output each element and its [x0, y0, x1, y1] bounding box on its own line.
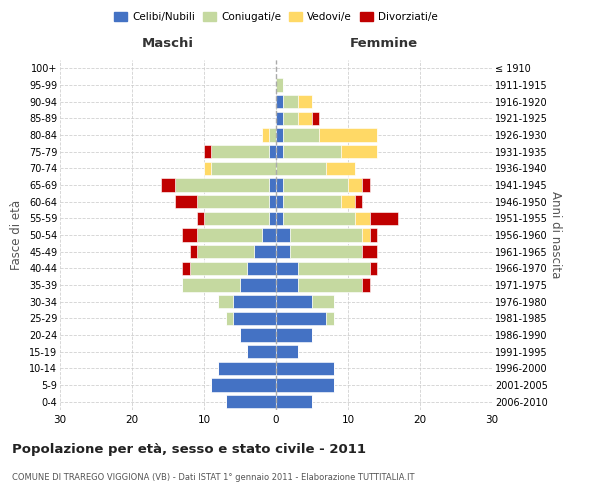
Bar [197, 228, 262, 241]
Bar [182, 262, 190, 275]
Bar [355, 212, 370, 225]
Bar [262, 228, 276, 241]
Bar [204, 162, 211, 175]
Bar [283, 145, 341, 158]
Bar [204, 212, 269, 225]
Bar [254, 245, 276, 258]
Bar [276, 228, 290, 241]
Bar [218, 362, 276, 375]
Text: Femmine: Femmine [350, 37, 418, 50]
Bar [204, 145, 211, 158]
Bar [312, 112, 319, 125]
Bar [269, 212, 276, 225]
Bar [269, 195, 276, 208]
Bar [182, 278, 240, 291]
Bar [370, 228, 377, 241]
Text: Maschi: Maschi [142, 37, 194, 50]
Y-axis label: Anni di nascita: Anni di nascita [548, 192, 562, 278]
Bar [276, 378, 334, 392]
Bar [283, 212, 355, 225]
Bar [197, 195, 269, 208]
Bar [276, 362, 334, 375]
Bar [283, 195, 341, 208]
Bar [276, 212, 283, 225]
Y-axis label: Fasce di età: Fasce di età [10, 200, 23, 270]
Bar [276, 312, 326, 325]
Bar [269, 178, 276, 192]
Bar [175, 195, 197, 208]
Bar [283, 95, 298, 108]
Bar [312, 295, 334, 308]
Bar [276, 295, 312, 308]
Bar [276, 262, 298, 275]
Bar [326, 162, 355, 175]
Bar [276, 245, 290, 258]
Bar [276, 95, 283, 108]
Bar [370, 262, 377, 275]
Bar [190, 245, 197, 258]
Bar [197, 245, 254, 258]
Bar [161, 178, 175, 192]
Bar [262, 128, 269, 141]
Bar [276, 178, 283, 192]
Bar [211, 378, 276, 392]
Bar [341, 145, 377, 158]
Bar [326, 312, 334, 325]
Bar [362, 228, 370, 241]
Bar [269, 128, 276, 141]
Bar [298, 278, 362, 291]
Bar [283, 178, 348, 192]
Bar [240, 278, 276, 291]
Bar [247, 262, 276, 275]
Bar [226, 312, 233, 325]
Bar [269, 145, 276, 158]
Bar [276, 345, 298, 358]
Bar [197, 212, 204, 225]
Bar [218, 295, 233, 308]
Bar [370, 212, 398, 225]
Bar [226, 395, 276, 408]
Bar [298, 95, 312, 108]
Bar [182, 228, 197, 241]
Bar [362, 278, 370, 291]
Bar [276, 328, 312, 342]
Bar [276, 145, 283, 158]
Bar [362, 245, 377, 258]
Bar [190, 262, 247, 275]
Bar [283, 112, 298, 125]
Bar [276, 128, 283, 141]
Bar [276, 78, 283, 92]
Bar [348, 178, 362, 192]
Bar [233, 312, 276, 325]
Bar [319, 128, 377, 141]
Bar [276, 278, 298, 291]
Bar [298, 262, 370, 275]
Bar [298, 112, 312, 125]
Bar [247, 345, 276, 358]
Bar [240, 328, 276, 342]
Legend: Celibi/Nubili, Coniugati/e, Vedovi/e, Divorziati/e: Celibi/Nubili, Coniugati/e, Vedovi/e, Di… [110, 8, 442, 26]
Text: COMUNE DI TRAREGO VIGGIONA (VB) - Dati ISTAT 1° gennaio 2011 - Elaborazione TUTT: COMUNE DI TRAREGO VIGGIONA (VB) - Dati I… [12, 472, 415, 482]
Bar [276, 162, 326, 175]
Bar [290, 245, 362, 258]
Bar [175, 178, 269, 192]
Bar [211, 162, 276, 175]
Bar [362, 178, 370, 192]
Bar [233, 295, 276, 308]
Bar [283, 128, 319, 141]
Bar [211, 145, 269, 158]
Bar [341, 195, 355, 208]
Bar [276, 112, 283, 125]
Bar [290, 228, 362, 241]
Text: Popolazione per età, sesso e stato civile - 2011: Popolazione per età, sesso e stato civil… [12, 442, 366, 456]
Bar [355, 195, 362, 208]
Bar [276, 395, 312, 408]
Bar [276, 195, 283, 208]
